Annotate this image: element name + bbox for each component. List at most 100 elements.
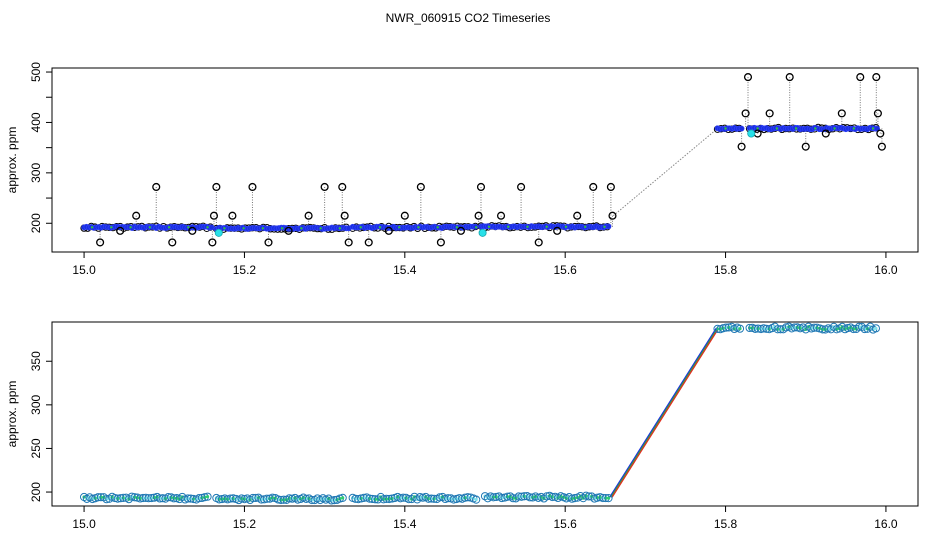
smoothed-point (579, 494, 588, 503)
cleaned-accent (110, 226, 113, 229)
top-x-tick-label: 16.0 (874, 263, 898, 277)
bottom-x-tick-label: 16.0 (874, 517, 898, 531)
smoothed-point-core (606, 496, 611, 500)
cleaned-accent (261, 227, 265, 230)
outlier-point (876, 129, 885, 138)
outlier-point (741, 109, 750, 118)
cleaned-accent (90, 226, 94, 229)
cleaned-accent (319, 227, 322, 230)
smoothed-point-core (738, 327, 742, 331)
cleaned-accent (474, 226, 478, 229)
cleaned-accent (852, 127, 856, 130)
cleaned-accent (814, 127, 817, 130)
cleaned-point (605, 223, 612, 230)
outlier-point (474, 211, 483, 220)
outlier-point (208, 238, 217, 247)
cleaned-accent (206, 226, 209, 229)
outlier-point (304, 211, 313, 220)
smoothed-point (735, 324, 745, 333)
bottom-x-tick-label: 15.8 (714, 517, 738, 531)
smoothed-point-core (341, 496, 345, 500)
cleaned-accent (545, 225, 548, 228)
outlier-point (608, 211, 617, 220)
smoothed-point (576, 491, 585, 501)
cleaned-accent (833, 127, 836, 130)
smoothed-point-core (474, 498, 478, 502)
smoothed-point (376, 492, 385, 502)
gap-connector-line (612, 128, 718, 217)
bottom-panel: 15.0 15.2 15.4 15.6 15.8 16.0 200 250 300 350 appr… (5, 321, 919, 531)
top-x-tick-label: 15.4 (393, 263, 417, 277)
top-y-axis-label: approx. ppm (5, 127, 19, 194)
smoothed-point (826, 325, 836, 334)
bottom-x-tick-label: 15.0 (72, 517, 96, 531)
cleaned-accent (417, 226, 420, 229)
bottom-x-tick-label: 15.2 (233, 517, 257, 531)
outlier-point (264, 238, 273, 247)
smoothed-point (175, 494, 184, 504)
cleaned-accent (756, 127, 759, 130)
smoothed-point (178, 492, 187, 502)
cleaned-accent (775, 127, 779, 130)
outlier-point (743, 73, 753, 82)
outlier-point (344, 238, 353, 247)
outlier-point (785, 73, 794, 82)
bottom-x-tick-label: 15.4 (393, 517, 417, 531)
bottom-y-tick-label: 250 (29, 438, 43, 458)
top-y-tick-label: 300 (29, 163, 43, 183)
outlier-point (116, 226, 125, 235)
bottom-y-tick-label: 200 (29, 482, 43, 502)
top-y-tick-label: 200 (29, 213, 43, 233)
outlier-point (209, 211, 219, 220)
smoothed-point (829, 322, 838, 331)
cleaned-accent (129, 226, 132, 229)
outlier-point (534, 238, 543, 247)
highlight-point (214, 228, 223, 237)
outlier-point (400, 211, 409, 220)
bottom-y-tick-label: 300 (29, 395, 43, 415)
outlier-point (517, 182, 526, 192)
bottom-x-tick-label: 15.6 (554, 517, 578, 531)
outlier-point (737, 142, 746, 151)
smoothed-point (407, 494, 416, 504)
outlier-point (573, 211, 582, 220)
cleaned-point (738, 125, 745, 132)
cleaned-accent (280, 227, 284, 230)
cleaned-accent (487, 225, 491, 228)
outlier-point (132, 211, 141, 220)
outlier-point (877, 142, 886, 151)
outlier-point (248, 182, 257, 192)
cleaned-accent (794, 127, 798, 130)
outlier-point (456, 226, 465, 235)
smoothed-point (410, 492, 419, 501)
smoothed-point (124, 494, 134, 504)
smoothed-point-core (874, 326, 878, 330)
cleaned-accent (455, 226, 459, 229)
outlier-point (553, 226, 562, 235)
cleaned-point (208, 224, 215, 231)
top-x-tick-label: 15.2 (233, 263, 257, 277)
outlier-point (436, 238, 445, 247)
smoothed-point (438, 492, 447, 502)
smoothed-point (863, 324, 872, 333)
outlier-point (188, 226, 197, 235)
outlier-point (872, 73, 881, 82)
outlier-point (837, 109, 846, 118)
smoothed-point (413, 495, 422, 504)
cleaned-accent (603, 225, 606, 228)
top-panel: 15.0 15.2 15.4 15.6 15.8 16.0 200 300 400 500 appr… (5, 62, 919, 277)
cleaned-accent (187, 226, 190, 229)
outlier-point (416, 182, 425, 192)
cleaned-accent (724, 127, 727, 130)
ramp-line (611, 327, 720, 498)
smoothed-point (587, 492, 596, 501)
bottom-y-axis-label: approx. ppm (5, 381, 19, 448)
outlier-point (606, 182, 615, 192)
outlier-point (384, 226, 393, 235)
smoothed-point (801, 325, 810, 334)
outlier-point (168, 238, 177, 247)
outlier-point (152, 182, 161, 192)
smoothed-point (852, 324, 861, 334)
cleaned-accent (378, 226, 382, 229)
cleaned-accent (507, 225, 510, 228)
